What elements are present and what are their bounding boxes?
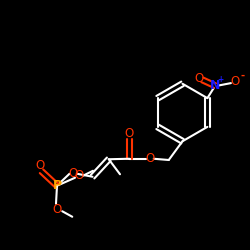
Text: O: O (52, 203, 62, 216)
Text: N: N (210, 79, 220, 92)
Text: -: - (240, 71, 244, 81)
Text: O: O (124, 127, 134, 140)
Text: O: O (195, 72, 204, 85)
Text: O: O (36, 159, 45, 172)
Text: P: P (52, 179, 62, 192)
Text: +: + (218, 75, 224, 84)
Text: O: O (69, 167, 78, 180)
Text: O: O (74, 169, 84, 182)
Text: O: O (230, 76, 239, 88)
Text: O: O (146, 152, 155, 165)
